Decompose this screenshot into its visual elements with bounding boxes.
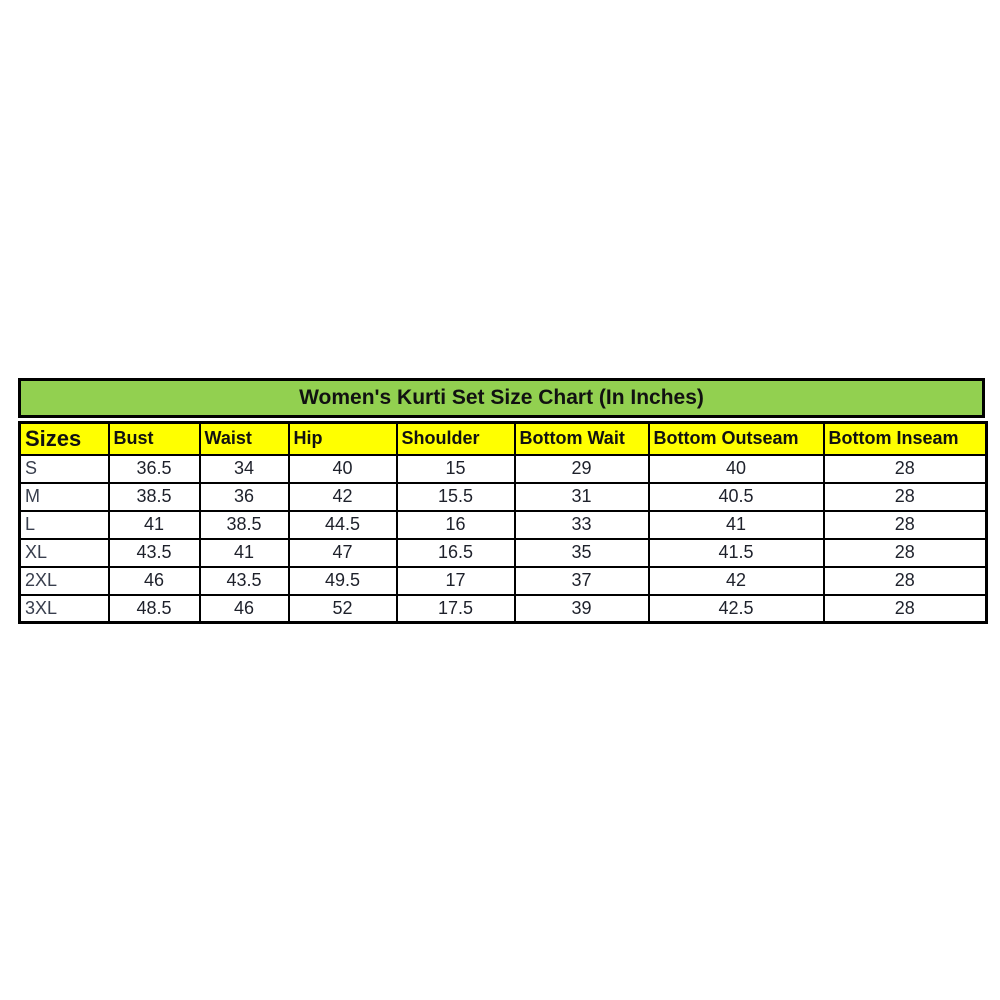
data-cell: 44.5 — [287, 509, 398, 540]
data-cell: 41 — [198, 537, 290, 568]
data-cell: 17.5 — [395, 593, 516, 624]
data-cell: 15.5 — [395, 481, 516, 512]
data-cell: 47 — [287, 537, 398, 568]
data-cell: 40 — [287, 453, 398, 484]
data-cell: 28 — [822, 509, 988, 540]
data-cell: 37 — [513, 565, 650, 596]
data-cell: 36 — [198, 481, 290, 512]
column-header-sizes: Sizes — [18, 421, 110, 456]
data-cell: 16.5 — [395, 537, 516, 568]
size-cell: 2XL — [18, 565, 110, 596]
data-cell: 38.5 — [198, 509, 290, 540]
data-cell: 42 — [647, 565, 825, 596]
column-header-shoulder: Shoulder — [395, 421, 516, 456]
size-chart: Women's Kurti Set Size Chart (In Inches)… — [18, 378, 988, 624]
size-cell: XL — [18, 537, 110, 568]
data-cell: 38.5 — [107, 481, 201, 512]
data-cell: 46 — [107, 565, 201, 596]
data-cell: 46 — [198, 593, 290, 624]
size-chart-title: Women's Kurti Set Size Chart (In Inches) — [18, 378, 985, 418]
data-cell: 17 — [395, 565, 516, 596]
data-cell: 29 — [513, 453, 650, 484]
column-header-hip: Hip — [287, 421, 398, 456]
table-row: XL 43.5 41 47 16.5 35 41.5 28 — [18, 537, 988, 568]
column-header-waist: Waist — [198, 421, 290, 456]
data-cell: 41 — [647, 509, 825, 540]
data-cell: 28 — [822, 593, 988, 624]
data-cell: 48.5 — [107, 593, 201, 624]
column-header-bottom-outseam: Bottom Outseam — [647, 421, 825, 456]
table-row: M 38.5 36 42 15.5 31 40.5 28 — [18, 481, 988, 512]
size-cell: M — [18, 481, 110, 512]
data-cell: 34 — [198, 453, 290, 484]
data-cell: 43.5 — [107, 537, 201, 568]
data-cell: 42.5 — [647, 593, 825, 624]
data-cell: 42 — [287, 481, 398, 512]
column-header-bust: Bust — [107, 421, 201, 456]
data-cell: 36.5 — [107, 453, 201, 484]
column-header-bottom-wait: Bottom Wait — [513, 421, 650, 456]
data-cell: 41.5 — [647, 537, 825, 568]
header-row: Sizes Bust Waist Hip Shoulder Bottom Wait Bott… — [18, 421, 988, 456]
data-cell: 43.5 — [198, 565, 290, 596]
data-cell: 49.5 — [287, 565, 398, 596]
table-body: S 36.5 34 40 15 29 40 28 M 38.5 36 42 15.5 31 40.5 28 L 4… — [18, 453, 988, 624]
data-cell: 28 — [822, 481, 988, 512]
data-cell: 41 — [107, 509, 201, 540]
data-cell: 15 — [395, 453, 516, 484]
table-row: 2XL 46 43.5 49.5 17 37 42 28 — [18, 565, 988, 596]
table-row: S 36.5 34 40 15 29 40 28 — [18, 453, 988, 484]
data-cell: 31 — [513, 481, 650, 512]
data-cell: 33 — [513, 509, 650, 540]
data-cell: 39 — [513, 593, 650, 624]
data-cell: 40 — [647, 453, 825, 484]
size-cell: S — [18, 453, 110, 484]
table-row: 3XL 48.5 46 52 17.5 39 42.5 28 — [18, 593, 988, 624]
data-cell: 28 — [822, 565, 988, 596]
data-cell: 28 — [822, 453, 988, 484]
data-cell: 35 — [513, 537, 650, 568]
data-cell: 28 — [822, 537, 988, 568]
size-chart-table: Sizes Bust Waist Hip Shoulder Bottom Wait Bott… — [18, 421, 988, 624]
column-header-bottom-inseam: Bottom Inseam — [822, 421, 988, 456]
size-cell: 3XL — [18, 593, 110, 624]
data-cell: 52 — [287, 593, 398, 624]
size-cell: L — [18, 509, 110, 540]
table-row: L 41 38.5 44.5 16 33 41 28 — [18, 509, 988, 540]
data-cell: 16 — [395, 509, 516, 540]
data-cell: 40.5 — [647, 481, 825, 512]
